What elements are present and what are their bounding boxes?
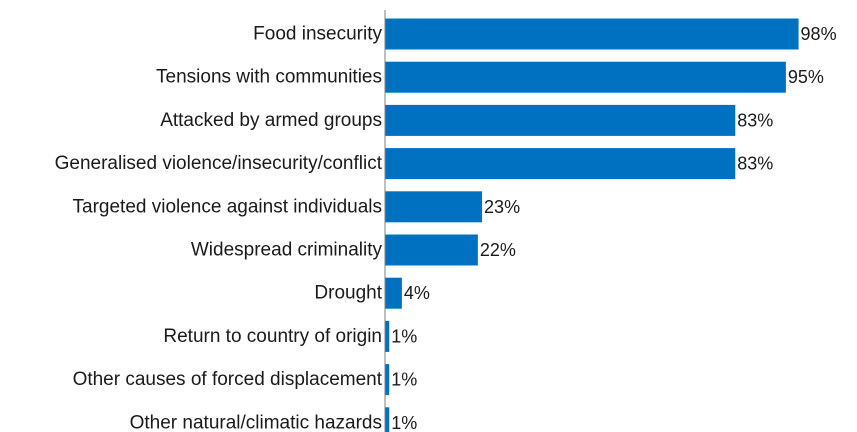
bar (385, 407, 390, 432)
category-label: Other causes of forced displacement (73, 369, 383, 390)
category-label: Drought (314, 283, 382, 304)
category-label: Targeted violence against individuals (73, 196, 382, 217)
category-label: Tensions with communities (156, 67, 382, 88)
value-label: 4% (404, 283, 430, 303)
bar (385, 18, 799, 50)
bar (385, 61, 786, 93)
bar (385, 320, 390, 352)
value-label: 95% (788, 67, 824, 87)
value-label: 83% (737, 154, 773, 174)
category-label: Food insecurity (253, 24, 382, 45)
bar (385, 277, 402, 309)
value-label: 1% (391, 326, 417, 346)
value-label: 83% (737, 110, 773, 130)
value-label: 1% (391, 370, 417, 390)
bar (385, 234, 478, 266)
category-label: Attacked by armed groups (160, 110, 382, 131)
category-label: Widespread criminality (191, 240, 383, 261)
category-labels-group: Food insecurity Tensions with communities… (55, 24, 383, 432)
bars-group (385, 18, 799, 432)
bar (385, 191, 483, 223)
value-label: 22% (480, 240, 516, 260)
category-label: Other natural/climatic hazards (130, 412, 382, 432)
value-label: 1% (391, 413, 417, 432)
bar (385, 364, 390, 396)
value-label: 23% (484, 197, 520, 217)
bar (385, 148, 736, 180)
category-label: Return to country of origin (163, 326, 382, 347)
value-labels-group: 98% 95% 83% 83% 23% 22% 4% 1% 1% 1% (391, 24, 836, 432)
bar (385, 104, 736, 136)
category-label: Generalised violence/insecurity/conflict (55, 153, 383, 174)
value-label: 98% (801, 24, 837, 44)
